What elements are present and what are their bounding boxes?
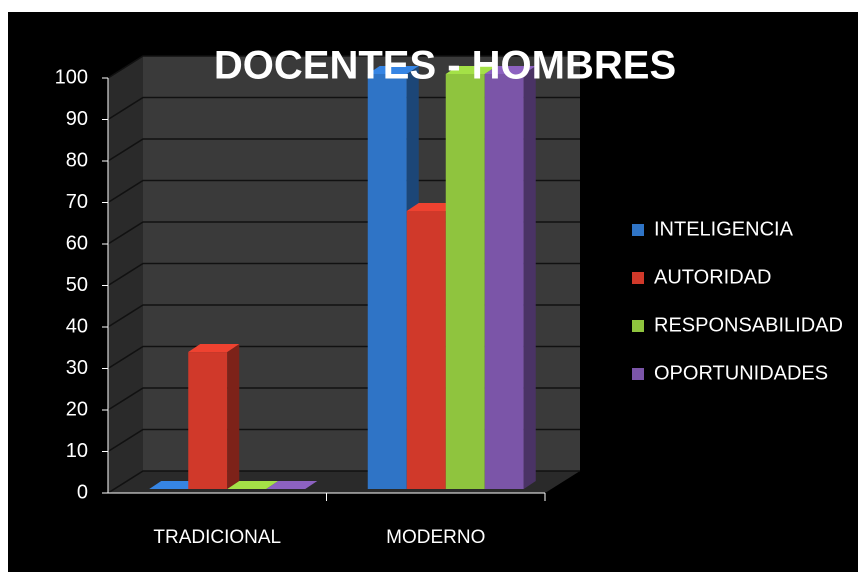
bar-top bbox=[188, 344, 240, 353]
y-tick-label: 90 bbox=[66, 108, 88, 130]
y-tick-label: 70 bbox=[66, 191, 88, 213]
bar-front bbox=[367, 74, 407, 489]
bar-front bbox=[406, 210, 446, 489]
bar bbox=[149, 481, 201, 489]
bar-front bbox=[445, 74, 485, 489]
legend-label: RESPONSABILIDAD bbox=[654, 314, 843, 336]
legend-label: INTELIGENCIA bbox=[654, 218, 794, 240]
bar bbox=[188, 344, 240, 489]
bar-side bbox=[227, 344, 240, 489]
bar-top bbox=[227, 481, 279, 489]
bar-front bbox=[484, 74, 524, 489]
y-tick-label: 60 bbox=[66, 232, 88, 254]
bar-top bbox=[406, 202, 458, 211]
bar bbox=[227, 481, 279, 489]
x-tick-label: MODERNO bbox=[386, 527, 485, 548]
chart-title: DOCENTES - HOMBRES bbox=[214, 44, 676, 88]
grid-line bbox=[107, 179, 580, 204]
plot: 0 10 20 30 40 50 60 70 80 90 100 TRADICIONAL MODERNO bbox=[55, 55, 580, 548]
y-tick-label: 30 bbox=[66, 357, 88, 379]
bar-top bbox=[445, 66, 497, 74]
bar-top bbox=[266, 481, 318, 489]
y-tick-label: 100 bbox=[55, 66, 88, 88]
bar bbox=[266, 481, 318, 489]
y-tick-label: 40 bbox=[66, 315, 88, 337]
bar-top bbox=[484, 66, 536, 74]
x-tick-label: TRADICIONAL bbox=[153, 527, 281, 548]
bar bbox=[484, 66, 536, 489]
y-tick-label: 50 bbox=[66, 274, 88, 296]
grid-line bbox=[107, 96, 580, 121]
legend-label: OPORTUNIDADES bbox=[654, 362, 828, 384]
grid-line bbox=[107, 138, 580, 162]
bar-front bbox=[188, 352, 228, 489]
bar-top bbox=[149, 481, 201, 489]
grid-line bbox=[107, 55, 580, 79]
legend-label: AUTORIDAD bbox=[654, 266, 771, 288]
y-tick-label: 80 bbox=[66, 149, 88, 171]
legend-swatch bbox=[632, 320, 644, 332]
legend-swatch bbox=[632, 368, 644, 380]
bar-top bbox=[367, 66, 419, 74]
y-tick-label: 0 bbox=[77, 481, 88, 503]
legend-swatch bbox=[632, 272, 644, 284]
y-tick-label: 20 bbox=[66, 398, 88, 420]
legend-swatch bbox=[632, 224, 644, 236]
bar-side bbox=[523, 66, 536, 489]
y-tick-label: 10 bbox=[66, 440, 88, 462]
